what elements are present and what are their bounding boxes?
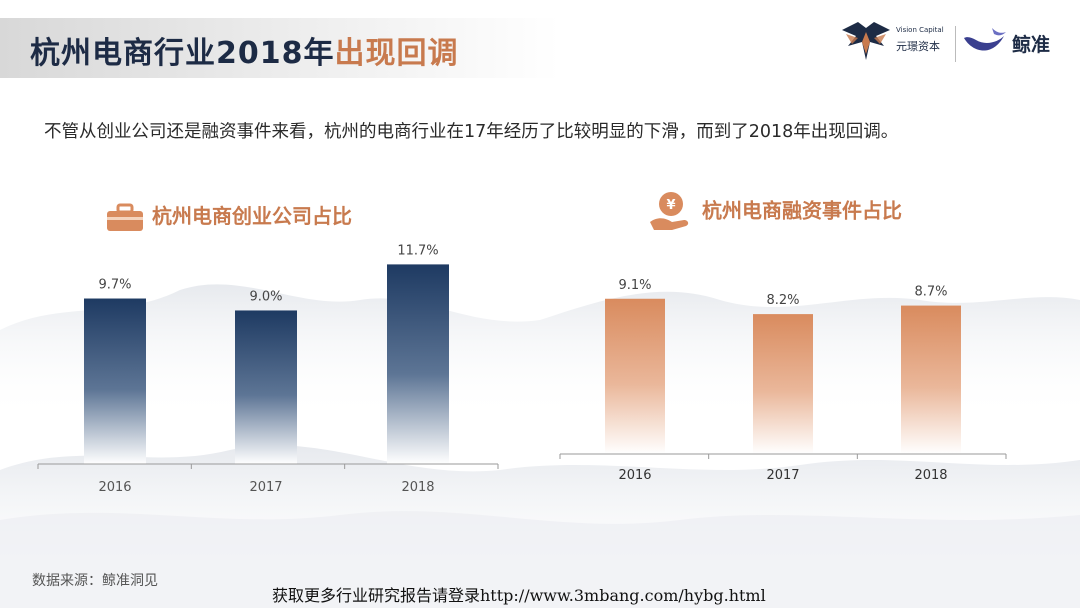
eagle-logo-icon bbox=[842, 22, 890, 60]
x-tick-label: 2018 bbox=[401, 480, 434, 495]
x-tick-label: 2017 bbox=[766, 468, 799, 483]
chart2-title: 杭州电商融资事件占比 bbox=[702, 198, 902, 223]
jingzhun-text: 鲸准 bbox=[1012, 34, 1051, 56]
bar-value-label: 9.7% bbox=[98, 278, 131, 293]
jingzhun-logo: 鲸准 bbox=[962, 22, 1072, 62]
title-brush-band bbox=[0, 18, 560, 78]
chart1-title: 杭州电商创业公司占比 bbox=[152, 204, 352, 228]
logo-divider bbox=[955, 26, 956, 62]
x-tick-label: 2016 bbox=[618, 468, 651, 483]
chart1-header: 杭州电商创业公司占比 bbox=[106, 200, 352, 233]
svg-text:¥: ¥ bbox=[666, 198, 675, 213]
bar-value-label: 8.2% bbox=[766, 293, 799, 308]
bar-2018 bbox=[901, 305, 961, 454]
bar-2016 bbox=[84, 298, 146, 464]
bar-2016 bbox=[605, 298, 665, 454]
bar-value-label: 9.1% bbox=[618, 278, 651, 293]
briefcase-icon bbox=[107, 203, 143, 231]
bar-2017 bbox=[235, 310, 297, 464]
bar-2017 bbox=[753, 314, 813, 454]
x-tick-label: 2017 bbox=[249, 480, 282, 495]
money-hand-icon: ¥ bbox=[650, 192, 689, 230]
title-accent: 出现回调 bbox=[334, 36, 459, 71]
page-title: 杭州电商行业2018年出现回调 bbox=[30, 28, 459, 72]
whale-logo-icon bbox=[964, 28, 1006, 51]
title-main: 杭州电商行业2018年 bbox=[30, 36, 335, 71]
chart-2: 9.1% 2016 8.2% 2017 8.7% 2018 bbox=[559, 278, 1007, 483]
bar-value-label: 9.0% bbox=[249, 289, 282, 304]
visioncapital-cn: 元璟资本 bbox=[896, 40, 940, 53]
x-tick-label: 2016 bbox=[98, 480, 131, 495]
chart-1: 9.7% 2016 9.0% 2017 11.7% 2018 bbox=[37, 243, 499, 495]
data-source: 数据来源：鲸准洞见 bbox=[32, 573, 158, 589]
bar-value-label: 8.7% bbox=[914, 285, 947, 300]
bar-value-label: 11.7% bbox=[397, 243, 438, 258]
chart2-header: ¥ 杭州电商融资事件占比 bbox=[648, 190, 902, 234]
subtitle: 不管从创业公司还是融资事件来看，杭州的电商行业在17年经历了比较明显的下滑，而到… bbox=[44, 122, 899, 142]
visioncapital-logo: Vision Capital 元璟资本 bbox=[838, 20, 958, 66]
x-tick-label: 2018 bbox=[914, 468, 947, 483]
visioncapital-en: Vision Capital bbox=[896, 26, 944, 34]
bar-2018 bbox=[387, 264, 449, 464]
footer-link-text[interactable]: 获取更多行业研究报告请登录http://www.3mbang.com/hybg.… bbox=[272, 586, 766, 605]
